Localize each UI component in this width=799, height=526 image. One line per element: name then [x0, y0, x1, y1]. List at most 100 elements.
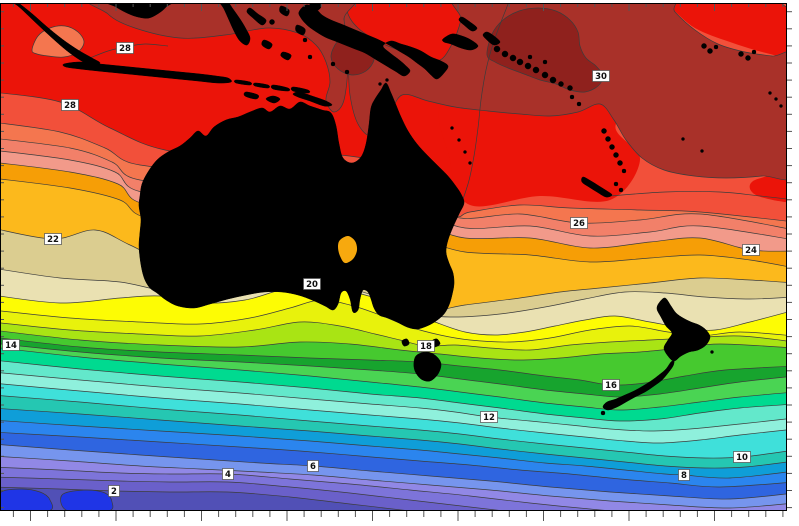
lake-eyre: [338, 235, 358, 264]
contour-label-text: 28: [119, 44, 131, 54]
island-dot: [713, 44, 719, 50]
island-dot: [378, 82, 382, 86]
island-dot: [569, 94, 575, 100]
contour-line: [0, 486, 413, 511]
island-dot: [385, 78, 389, 82]
island-dot: [567, 85, 573, 91]
island-dot: [613, 152, 619, 158]
contour-label-text: 12: [483, 413, 495, 423]
contour-label-text: 24: [745, 246, 757, 256]
contour-label: 6: [307, 460, 319, 472]
contour-label-text: 6: [310, 462, 316, 472]
contour-label: 14: [2, 339, 20, 351]
contour-line: [0, 466, 616, 511]
contour-label-text: 4: [225, 470, 231, 480]
landmass-borneo-tip: [105, 3, 173, 19]
island-dot: [774, 97, 778, 101]
island-dot: [541, 71, 549, 79]
contour-label-box: [480, 411, 498, 423]
island-dot: [576, 101, 582, 107]
landmass-timor: [292, 91, 333, 107]
contour-line: [0, 420, 787, 479]
landmass-seram: [280, 51, 292, 61]
contour-label: 4: [222, 468, 234, 480]
landmass-sumbawa: [253, 82, 270, 89]
contour-label: 8: [678, 469, 690, 481]
contour-label-text: 16: [605, 381, 617, 391]
warm-band-patch: [661, 3, 787, 61]
landmass-new-caledonia: [581, 176, 613, 198]
contour-label: 22: [44, 233, 62, 245]
contour-label: 16: [602, 379, 620, 391]
island-dot: [344, 69, 350, 75]
landmass-lesser-sunda: [290, 86, 311, 94]
contour-label-box: [592, 70, 610, 82]
contour-line: [0, 476, 508, 511]
contour-line: [0, 299, 787, 343]
island-dot: [542, 59, 548, 65]
landmass-new-zealand-south-island: [602, 360, 675, 411]
contour-label-box: [570, 217, 588, 229]
contour-label-box: [222, 468, 234, 480]
landmass-moluccas-2: [295, 24, 306, 36]
island-dot: [613, 181, 619, 187]
contour-label-text: 10: [736, 453, 748, 463]
island-dot: [532, 66, 540, 74]
contour-label: 10: [733, 451, 751, 463]
contour-line: [0, 360, 787, 422]
closed-contour-region: [486, 7, 604, 93]
contour-label: 30: [592, 70, 610, 82]
contour-line: [0, 372, 787, 432]
contour-line: [0, 432, 787, 488]
contour-label-text: 2: [111, 487, 117, 497]
landmass-sulawesi-arm: [246, 7, 267, 26]
contour-line-segment: [609, 191, 787, 200]
landmass-new-britain: [442, 33, 479, 51]
contour-label-text: 14: [5, 341, 17, 351]
contour-label-text: 22: [47, 235, 59, 245]
contour-line: [0, 456, 787, 509]
island-dot: [700, 149, 704, 153]
contour-label: 24: [742, 244, 760, 256]
contour-label-text: 18: [420, 342, 432, 352]
contour-line: [0, 343, 787, 398]
contour-label-box: [44, 233, 62, 245]
island-dot: [244, 91, 250, 97]
contour-label: 2: [108, 485, 120, 497]
island-dot: [745, 55, 751, 61]
island-dot: [768, 91, 772, 95]
closed-contour-regions: [0, 3, 787, 511]
landmass-buru: [261, 39, 273, 50]
island-dot: [501, 50, 509, 58]
island-dot: [600, 410, 606, 416]
contour-label-box: [307, 460, 319, 472]
contour-label-text: 8: [681, 471, 687, 481]
island-dot: [493, 45, 501, 53]
contour-line: [0, 347, 787, 411]
contour-line: [0, 383, 787, 444]
island-dot: [269, 19, 275, 25]
island-dot: [558, 81, 564, 87]
island-dot: [468, 161, 472, 165]
contour-line: [0, 444, 787, 500]
landmasses: [12, 3, 783, 416]
island-dot: [710, 350, 714, 354]
warm-band-patch: [438, 88, 641, 207]
warm-band-patch: [749, 172, 787, 203]
landmass-java: [62, 61, 232, 84]
island-dot: [509, 54, 517, 62]
contour-label-box: [116, 42, 134, 54]
contour-label-box: [61, 99, 79, 111]
island-dot: [601, 128, 607, 134]
contour-label-box: [2, 339, 20, 351]
landmass-sulawesi: [219, 3, 251, 46]
island-dot: [681, 137, 685, 141]
island-dot: [527, 54, 533, 60]
contour-label-text: 30: [595, 72, 607, 82]
contour-label-text: 26: [573, 219, 585, 229]
landmass-bougainville: [482, 31, 501, 46]
island-dot: [330, 61, 336, 67]
